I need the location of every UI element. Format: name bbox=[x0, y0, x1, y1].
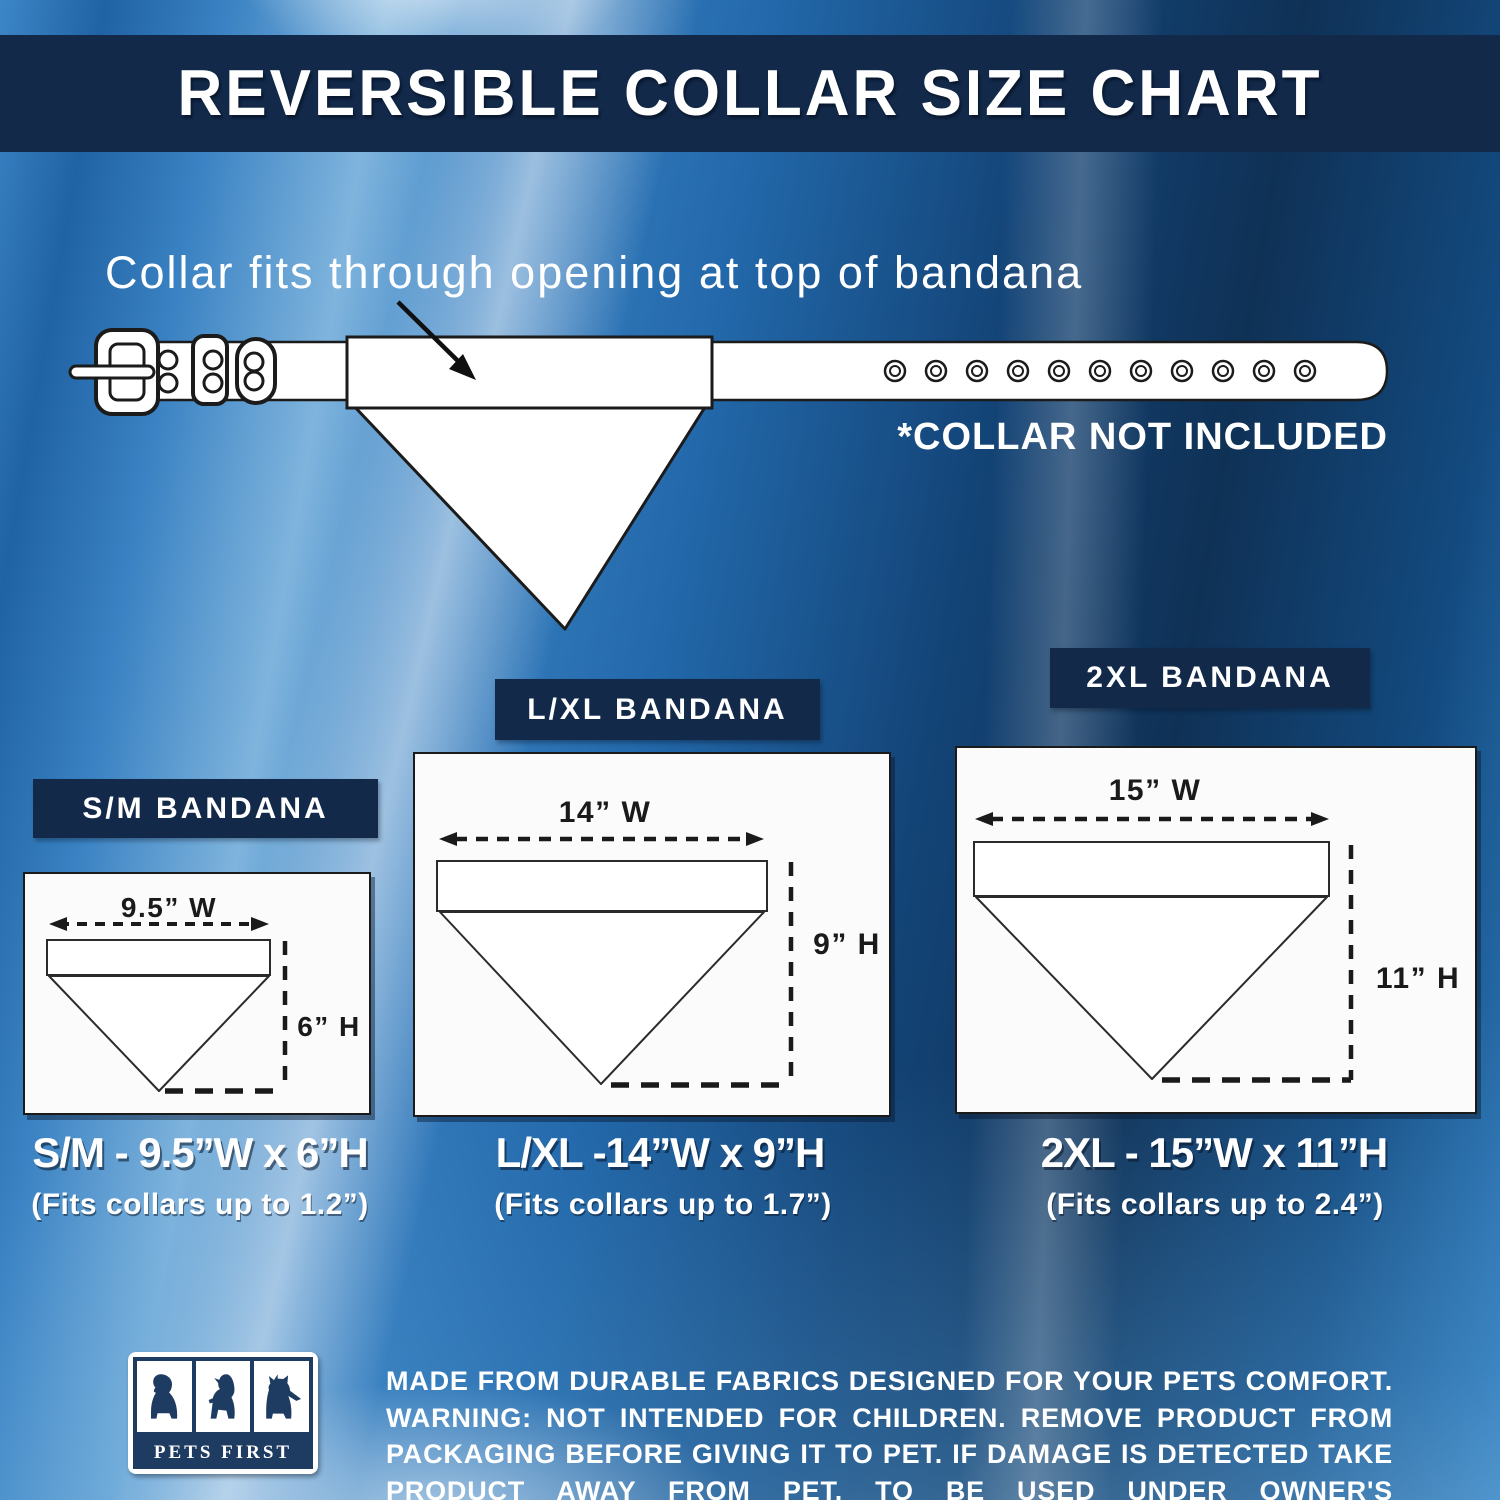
2xl-bandana-triangle bbox=[975, 896, 1328, 1080]
bandana-sleeve bbox=[345, 335, 714, 410]
warning-text-block: MADE FROM DURABLE FABRICS DESIGNED FOR Y… bbox=[386, 1363, 1393, 1500]
buckle-prong-icon bbox=[68, 364, 156, 380]
collar-strap bbox=[108, 340, 1389, 402]
dog-silhouette-3-icon bbox=[254, 1361, 310, 1432]
sm-bandana-label-text: S/M BANDANA bbox=[82, 791, 329, 825]
pets-first-logo-inner: PETS FIRST bbox=[133, 1357, 313, 1469]
warning-line: MADE FROM DURABLE FABRICS DESIGNED FOR Y… bbox=[386, 1366, 1393, 1396]
header-band: REVERSIBLE COLLAR SIZE CHART bbox=[0, 35, 1500, 152]
2xl-diagram: 15” W 11” H bbox=[973, 774, 1460, 1083]
warning-line: PRODUCT AWAY FROM PET. TO BE USED UNDER … bbox=[386, 1475, 1393, 1500]
collar-illustration bbox=[68, 300, 1389, 631]
sm-bandana-triangle bbox=[48, 975, 270, 1092]
lxl-diagram-box: 14” W 9” H bbox=[413, 752, 891, 1117]
2xl-size-text: 2XL - 15”W x 11”H bbox=[1040, 1129, 1388, 1176]
lxl-bandana-sleeve bbox=[436, 860, 768, 912]
sm-width-label: 9.5” W bbox=[121, 892, 217, 923]
page-title: REVERSIBLE COLLAR SIZE CHART bbox=[177, 57, 1323, 130]
lxl-height-label: 9” H bbox=[813, 928, 881, 961]
2xl-bandana-label: 2XL BANDANA bbox=[1050, 648, 1370, 708]
sm-diagram: 9.5” W 6” H bbox=[46, 892, 361, 1094]
collar-not-included-note: *COLLAR NOT INCLUDED bbox=[897, 416, 1388, 458]
lxl-diagram: 14” W 9” H bbox=[436, 796, 881, 1088]
dog-silhouette-2-icon bbox=[195, 1361, 251, 1432]
buckle-holes bbox=[157, 349, 265, 394]
sm-width-arrow bbox=[49, 917, 269, 931]
bandana-triangle bbox=[350, 402, 709, 631]
collar-grommets bbox=[883, 359, 1317, 383]
lxl-bandana-label: L/XL BANDANA bbox=[495, 679, 820, 740]
pets-first-wordmark: PETS FIRST bbox=[153, 1441, 293, 1463]
dog-silhouette-1-icon bbox=[137, 1361, 192, 1432]
lxl-bandana-triangle bbox=[439, 911, 765, 1085]
lxl-bandana-label-text: L/XL BANDANA bbox=[527, 692, 788, 726]
2xl-height-label: 11” H bbox=[1376, 962, 1460, 995]
warning-line: PACKAGING BEFORE GIVING IT TO PET. IF DA… bbox=[386, 1439, 1393, 1469]
pointer-arrow-icon bbox=[396, 300, 476, 380]
sm-height-label: 6” H bbox=[297, 1011, 361, 1042]
lxl-width-arrow bbox=[439, 832, 764, 846]
2xl-bandana-label-text: 2XL BANDANA bbox=[1086, 661, 1334, 694]
lxl-fits-text: (Fits collars up to 1.7”) bbox=[494, 1188, 832, 1221]
lxl-size-text: L/XL -14”W x 9”H bbox=[495, 1129, 826, 1176]
sm-fits-text: (Fits collars up to 1.2”) bbox=[31, 1188, 369, 1221]
collar-caption: Collar fits through opening at top of ba… bbox=[105, 247, 1084, 298]
warning-line: WARNING: NOT INTENDED FOR CHILDREN. REMO… bbox=[386, 1402, 1393, 1433]
sm-bandana-sleeve bbox=[46, 939, 271, 976]
2xl-width-arrow bbox=[975, 812, 1329, 826]
pets-first-logo: PETS FIRST bbox=[128, 1352, 318, 1474]
2xl-diagram-box: 15” W 11” H bbox=[955, 746, 1477, 1114]
sm-diagram-box: 9.5” W 6” H bbox=[23, 872, 371, 1115]
logo-dog-row bbox=[133, 1357, 313, 1436]
sm-size-text: S/M - 9.5”W x 6”H bbox=[32, 1129, 368, 1176]
sm-bandana-label: S/M BANDANA bbox=[33, 779, 378, 838]
2xl-width-label: 15” W bbox=[1109, 774, 1202, 807]
2xl-fits-text: (Fits collars up to 2.4”) bbox=[1046, 1188, 1384, 1221]
2xl-bandana-sleeve bbox=[973, 841, 1330, 897]
lxl-width-label: 14” W bbox=[559, 796, 652, 829]
